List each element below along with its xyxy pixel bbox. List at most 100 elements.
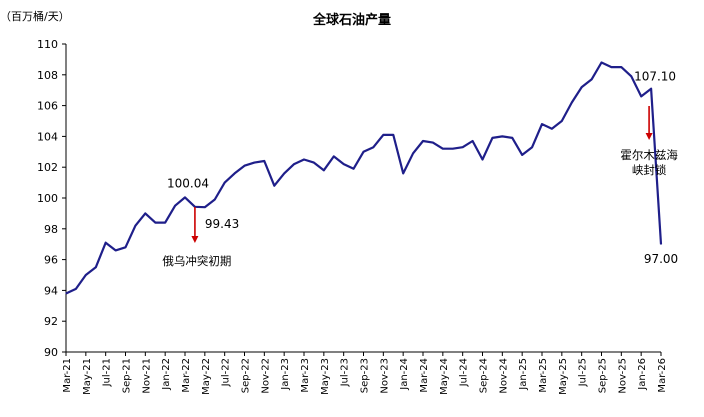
annotation-text: 俄乌冲突初期 bbox=[162, 254, 231, 268]
data-point bbox=[65, 292, 67, 295]
x-tick-label: Jan-22 bbox=[161, 358, 172, 391]
data-point bbox=[442, 148, 444, 150]
data-point bbox=[551, 128, 553, 130]
chart-title: 全球石油产量 bbox=[312, 12, 391, 28]
data-point bbox=[462, 146, 464, 148]
data-point bbox=[660, 243, 662, 245]
data-point bbox=[75, 288, 77, 290]
y-tick-label: 104 bbox=[37, 130, 58, 143]
data-point bbox=[283, 172, 285, 174]
x-tick-label: Nov-25 bbox=[617, 358, 628, 394]
x-tick-label: Sep-25 bbox=[598, 358, 609, 393]
data-point bbox=[343, 163, 345, 165]
data-point bbox=[481, 158, 484, 161]
data-point bbox=[184, 196, 186, 198]
x-tick-label: Nov-23 bbox=[379, 358, 390, 394]
x-tick-label: Mar-21 bbox=[62, 358, 73, 393]
x-tick-label: May-25 bbox=[558, 358, 569, 395]
y-tick-label: 100 bbox=[37, 192, 58, 205]
data-point bbox=[105, 242, 107, 244]
data-point bbox=[214, 198, 216, 201]
data-point bbox=[471, 140, 474, 142]
annotation-text: 霍尔木兹海 bbox=[620, 148, 678, 162]
x-tick-label: Mar-22 bbox=[181, 358, 192, 393]
data-point bbox=[204, 206, 206, 208]
production-series-line bbox=[65, 61, 663, 295]
data-label: 99.43 bbox=[205, 217, 239, 231]
data-point bbox=[174, 205, 176, 207]
data-point bbox=[590, 78, 593, 81]
x-tick-label: Nov-24 bbox=[498, 358, 509, 394]
x-tick-label: Jan-23 bbox=[280, 358, 291, 391]
x-tick-label: Jan-24 bbox=[399, 358, 410, 391]
data-point bbox=[333, 155, 335, 158]
unit-label: （百万桶/天） bbox=[0, 9, 70, 23]
data-point bbox=[531, 146, 533, 148]
data-point bbox=[541, 123, 543, 125]
data-point bbox=[372, 146, 375, 148]
data-point bbox=[362, 151, 365, 153]
y-tick-label: 98 bbox=[44, 223, 58, 236]
data-point bbox=[640, 95, 642, 97]
y-tick-label: 90 bbox=[44, 346, 58, 359]
x-tick-label: Mar-25 bbox=[538, 358, 549, 393]
data-point bbox=[382, 134, 384, 136]
x-tick-label: Sep-22 bbox=[241, 358, 252, 393]
data-point bbox=[392, 134, 394, 136]
y-tick-label: 96 bbox=[44, 254, 58, 267]
x-tick-label: Mar-24 bbox=[419, 358, 430, 393]
x-tick-label: Jul-22 bbox=[221, 358, 232, 387]
data-point bbox=[224, 182, 226, 184]
data-point bbox=[95, 266, 97, 268]
data-point bbox=[571, 101, 573, 104]
x-tick-label: May-22 bbox=[201, 358, 212, 395]
data-label: 107.10 bbox=[634, 70, 676, 84]
y-tick-label: 92 bbox=[44, 315, 58, 328]
y-tick-label: 94 bbox=[44, 284, 58, 297]
data-point bbox=[521, 154, 523, 156]
x-tick-label: May-23 bbox=[320, 358, 331, 395]
data-point bbox=[610, 66, 613, 68]
down-arrow-icon bbox=[191, 236, 199, 243]
y-ticks: 90 92 94 96 98 100 102 104 106 108 110 bbox=[37, 38, 66, 359]
data-point bbox=[253, 161, 256, 164]
x-tick-label: Jul-25 bbox=[578, 358, 589, 387]
y-tick-label: 102 bbox=[37, 161, 58, 174]
data-point bbox=[124, 246, 127, 248]
x-tick-label: Sep-21 bbox=[122, 358, 133, 393]
down-arrow-icon bbox=[645, 133, 653, 140]
x-tick-label: Jan-25 bbox=[518, 358, 529, 391]
x-tick-label: Nov-22 bbox=[260, 358, 271, 394]
data-point bbox=[352, 168, 355, 170]
data-point bbox=[293, 163, 295, 165]
y-tick-label: 108 bbox=[37, 69, 58, 82]
data-point bbox=[323, 169, 325, 171]
series bbox=[65, 61, 663, 295]
x-tick-label: Nov-21 bbox=[141, 358, 152, 394]
x-tick-label: Jul-23 bbox=[340, 358, 351, 387]
data-point bbox=[600, 61, 603, 64]
data-point bbox=[561, 120, 563, 122]
data-point bbox=[581, 86, 583, 88]
y-tick-label: 106 bbox=[37, 100, 58, 113]
data-point bbox=[511, 137, 513, 139]
data-point bbox=[412, 152, 414, 154]
data-point bbox=[491, 137, 494, 139]
x-tick-label: May-24 bbox=[439, 358, 450, 395]
x-tick-label: May-21 bbox=[82, 358, 93, 395]
data-point bbox=[85, 274, 87, 276]
data-point bbox=[650, 88, 652, 90]
data-labels: 100.04 99.43 107.10 97.00 bbox=[167, 70, 678, 267]
x-ticks: Mar-21 May-21 Jul-21 Sep-21 Nov-21 Jan-22 Mar-… bbox=[62, 352, 668, 395]
data-point bbox=[134, 225, 137, 227]
data-point bbox=[164, 222, 166, 224]
data-label: 100.04 bbox=[167, 176, 209, 190]
data-point bbox=[273, 185, 275, 187]
data-label: 97.00 bbox=[644, 252, 678, 266]
data-point bbox=[313, 161, 315, 164]
data-point bbox=[432, 141, 434, 144]
data-point bbox=[422, 140, 424, 142]
annotation-text: 峡封锁 bbox=[632, 163, 667, 177]
